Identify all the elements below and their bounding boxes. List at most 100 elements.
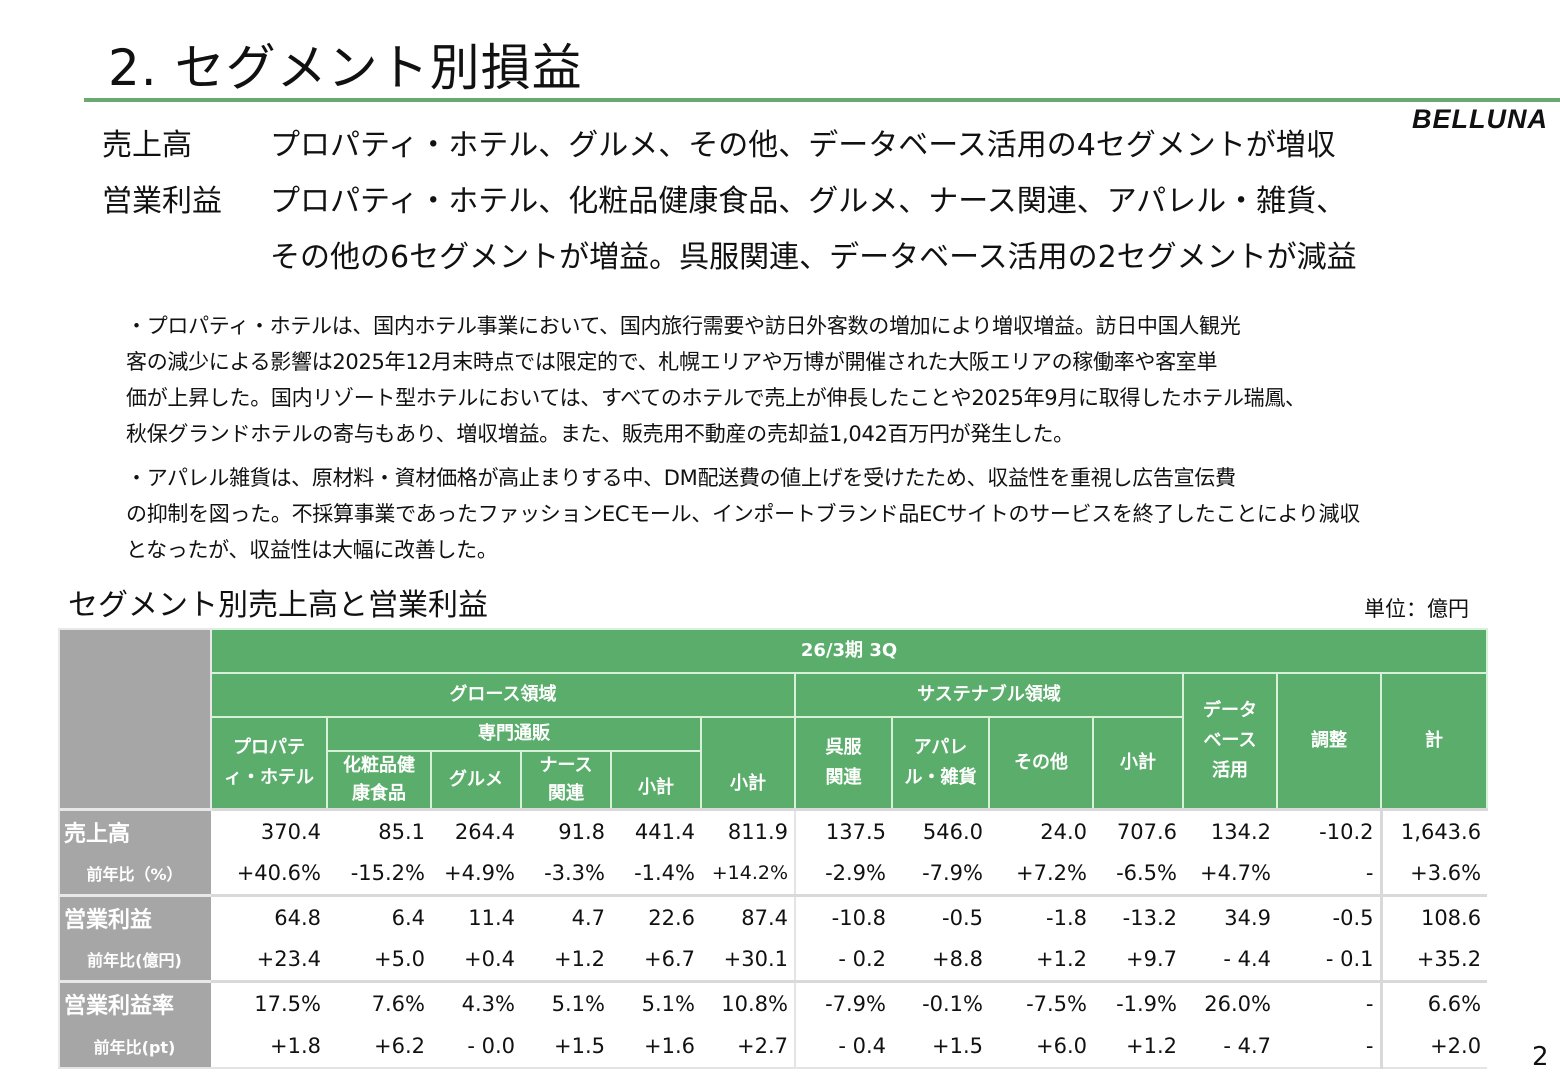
col-cosmetics-health: 化粧品健康食品 xyxy=(326,750,432,811)
table-title: セグメント別売上高と営業利益 xyxy=(68,588,488,623)
cell: -3.3% xyxy=(544,861,605,886)
summary-sales-text: プロパティ・ホテル、グルメ、その他、データベース活用の4セグメントが増収 xyxy=(270,128,1336,163)
cell: -0.1% xyxy=(892,980,989,1025)
col-other: その他 xyxy=(988,716,1094,811)
col-gourmet: グルメ xyxy=(430,750,522,811)
specialty-mail-header: 専門通販 xyxy=(326,716,702,752)
cell: 5.1% xyxy=(521,980,611,1025)
cell: 5.1% xyxy=(611,980,701,1025)
cell: +4.7% xyxy=(1200,861,1271,886)
segment-table: 26/3期 3Q グロース領域 サステナブル領域 データベース活用 調整 計 プ… xyxy=(58,628,1489,1069)
cell: +1.5 xyxy=(892,1024,989,1069)
cell: +2.0 xyxy=(1381,1024,1488,1069)
commentary-notes: ・プロパティ・ホテルは、国内ホテル事業において、国内旅行需要や訪日外客数の増加に… xyxy=(126,308,1486,576)
cell: +40.6% xyxy=(236,861,321,886)
cell: 707.6 xyxy=(1093,808,1183,853)
title-divider xyxy=(84,98,1560,102)
cell: +3.6% xyxy=(1410,861,1482,886)
note-line: ・アパレル雑貨は、原材料・資材価格が高止まりする中、DM配送費の値上げを受けたた… xyxy=(126,466,1236,490)
note-line: の抑制を図った。不採算事業であったファッションECモール、インポートブランド品E… xyxy=(126,502,1360,526)
col-nurse: ナース関連 xyxy=(520,750,612,811)
header-row-leaf: 化粧品健康食品 グルメ ナース関連 小計 xyxy=(59,750,1487,811)
row-op-margin-yoy: 前年比(pt) +1.8 +6.2 - 0.0 +1.5 +1.6 +2.7 -… xyxy=(58,1024,1488,1069)
unit-label: 単位：億円 xyxy=(1364,597,1469,621)
cell: - 0.1 xyxy=(1277,938,1383,982)
row-sales-yoy: 前年比（%） +40.6% -15.2% +4.9% -3.3% -1.4% +… xyxy=(58,852,1487,896)
cell: +7.2% xyxy=(1016,861,1087,886)
belluna-logo: BELLUNA xyxy=(1412,104,1548,134)
cell: - 0.0 xyxy=(431,1024,521,1069)
cell: 441.4 xyxy=(611,808,701,853)
cell: 6.4 xyxy=(327,894,431,939)
cell: 134.2 xyxy=(1183,808,1277,853)
header-row-period: 26/3期 3Q xyxy=(58,628,1489,811)
cell: - 4.4 xyxy=(1223,947,1271,972)
cell: 91.8 xyxy=(521,808,611,853)
cell: - 0.2 xyxy=(838,947,886,972)
cell: -7.9% xyxy=(922,861,983,886)
cell: -6.5% xyxy=(1116,861,1177,886)
cell: +6.0 xyxy=(989,1024,1093,1069)
cell: +5.0 xyxy=(374,947,425,972)
cell: 6.6% xyxy=(1381,980,1488,1025)
summary-op-label: 営業利益 xyxy=(102,184,222,219)
note-apparel: ・アパレル雑貨は、原材料・資材価格が高止まりする中、DM配送費の値上げを受けたた… xyxy=(126,460,1486,568)
cell: 17.5% xyxy=(211,980,327,1025)
col-growth-subtotal: 小計 xyxy=(700,716,796,811)
cell: 137.5 xyxy=(795,808,892,853)
cell: -7.5% xyxy=(989,980,1093,1025)
row-label-op-profit: 営業利益 xyxy=(58,894,211,939)
cell: 811.9 xyxy=(701,808,796,853)
row-label-op-profit-yoy: 前年比(億円) xyxy=(58,938,211,982)
cell: +4.9% xyxy=(444,861,515,886)
cell: 64.8 xyxy=(211,894,327,939)
cell: +6.7 xyxy=(644,947,695,972)
cell: +23.4 xyxy=(256,947,321,972)
cell: 26.0% xyxy=(1183,980,1277,1025)
note-line: ・プロパティ・ホテルは、国内ホテル事業において、国内旅行需要や訪日外客数の増加に… xyxy=(126,314,1241,338)
cell: +1.2 xyxy=(1036,947,1087,972)
col-database: データベース活用 xyxy=(1182,672,1278,811)
sustainable-area-header: サステナブル領域 xyxy=(794,672,1184,718)
summary-op-text-2: その他の6セグメントが増益。呉服関連、データベース活用の2セグメントが減益 xyxy=(270,240,1357,275)
note-line: 客の減少による影響は2025年12月末時点では限定的で、札幌エリアや万博が開催さ… xyxy=(126,350,1218,374)
cell: -13.2 xyxy=(1093,894,1183,939)
cell: - xyxy=(1277,852,1383,896)
header-row-sub: プロパティ・ホテル 専門通販 小計 呉服関連 アパレル・雑貨 その他 小計 xyxy=(59,716,1487,811)
corner-cell xyxy=(58,628,212,811)
cell: 1,643.6 xyxy=(1381,808,1488,853)
summary-op-profit: 営業利益 プロパティ・ホテル、化粧品健康食品、グルメ、ナース関連、アパレル・雑貨… xyxy=(102,174,1357,230)
cell: - xyxy=(1277,1024,1383,1069)
row-op-margin: 営業利益率 17.5% 7.6% 4.3% 5.1% 5.1% 10.8% -7… xyxy=(58,980,1488,1025)
cell: -7.9% xyxy=(795,980,892,1025)
cell: +1.5 xyxy=(521,1024,611,1069)
cell: 34.9 xyxy=(1183,894,1277,939)
col-sustainable-subtotal: 小計 xyxy=(1092,716,1184,811)
cell: 10.8% xyxy=(701,980,796,1025)
cell: +1.2 xyxy=(554,947,605,972)
cell: +35.2 xyxy=(1416,947,1482,972)
cell: +2.7 xyxy=(701,1024,796,1069)
cell: - 0.4 xyxy=(795,1024,892,1069)
cell: 87.4 xyxy=(701,894,796,939)
page-number: 2 xyxy=(1532,1042,1549,1072)
row-op-profit-yoy: 前年比(億円) +23.4 +5.0 +0.4 +1.2 +6.7 +30.1 … xyxy=(58,938,1487,982)
summary-sales-label: 売上高 xyxy=(102,128,192,163)
cell: -10.8 xyxy=(795,894,892,939)
cell: -15.2% xyxy=(350,861,425,886)
cell: 4.7 xyxy=(521,894,611,939)
header-row-areas: グロース領域 サステナブル領域 データベース活用 調整 計 xyxy=(59,672,1489,811)
cell: -1.4% xyxy=(634,861,695,886)
row-label-sales-yoy: 前年比（%） xyxy=(58,852,211,896)
cell: 85.1 xyxy=(327,808,431,853)
cell: +1.2 xyxy=(1093,1024,1183,1069)
cell: +30.1 xyxy=(701,938,796,982)
col-adjustment: 調整 xyxy=(1276,672,1382,811)
cell: +1.6 xyxy=(611,1024,701,1069)
cell: -0.5 xyxy=(1277,894,1383,939)
col-total: 計 xyxy=(1379,672,1489,811)
cell: - 4.7 xyxy=(1183,1024,1277,1069)
col-kimono: 呉服関連 xyxy=(794,716,893,811)
cell: +6.2 xyxy=(327,1024,431,1069)
cell: 108.6 xyxy=(1381,894,1488,939)
